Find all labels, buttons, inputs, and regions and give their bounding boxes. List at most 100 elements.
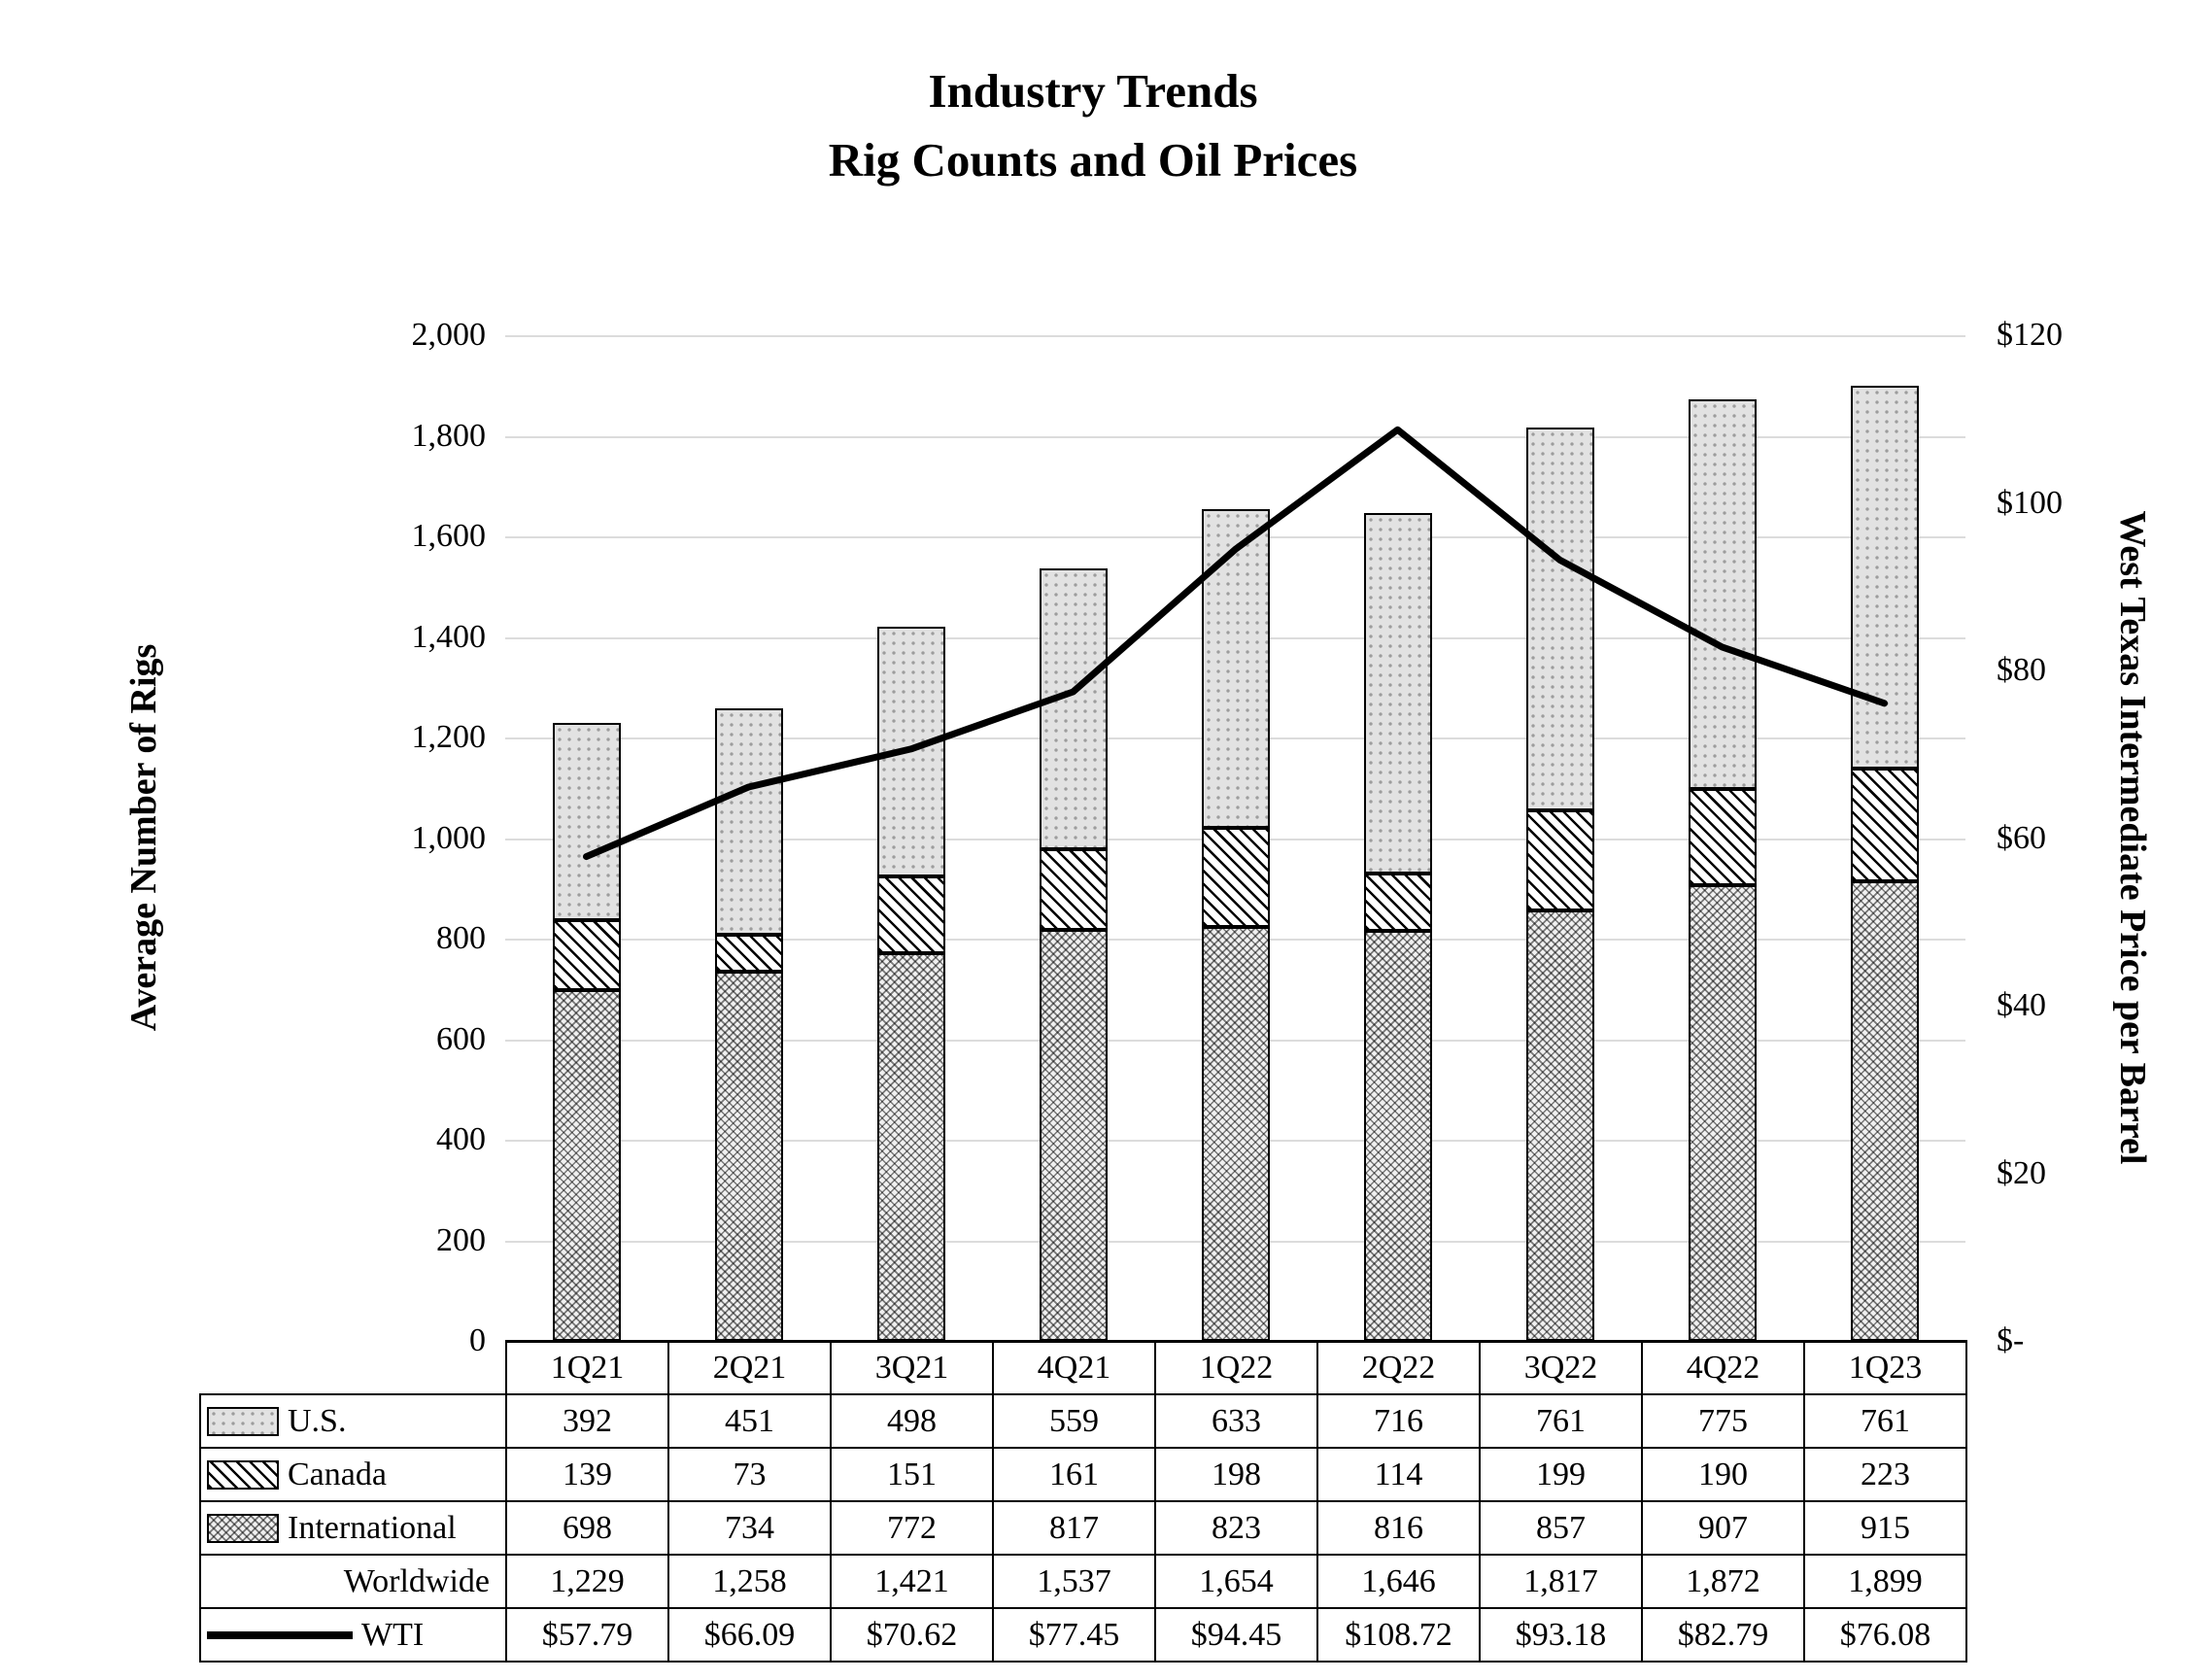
right-axis-tick-label: $60 [1997,819,2046,856]
table-value-canada: 190 [1641,1447,1805,1502]
table-value-wti: $70.62 [830,1607,994,1663]
table-value-wti: $66.09 [667,1607,832,1663]
bar-segment-canada [714,935,783,973]
bar-segment-international [876,952,945,1341]
category-label: 3Q21 [830,1340,994,1395]
category-label: 3Q22 [1479,1340,1643,1395]
table-value-worldwide: 1,872 [1641,1554,1805,1609]
stacked-bar-1Q21 [552,335,621,1341]
table-value-worldwide: 1,899 [1803,1554,1967,1609]
bar-segment-us [552,723,621,920]
table-value-canada: 223 [1803,1447,1967,1502]
table-value-us: 498 [830,1393,994,1449]
category-label: 1Q22 [1154,1340,1318,1395]
category-label: 2Q21 [667,1340,832,1395]
gridline [505,335,1965,337]
legend-label: International [288,1509,457,1546]
category-label: 4Q22 [1641,1340,1805,1395]
table-value-us: 633 [1154,1393,1318,1449]
legend-label: Canada [288,1456,387,1492]
table-value-wti: $76.08 [1803,1607,1967,1663]
table-value-international: 857 [1479,1500,1643,1556]
left-axis-tick-label: 200 [436,1221,486,1258]
table-value-us: 559 [992,1393,1156,1449]
stacked-bar-3Q22 [1525,335,1594,1341]
chart-title: Industry Trends [928,64,1258,118]
table-value-wti: $77.45 [992,1607,1156,1663]
bar-segment-us [1039,567,1108,849]
table-value-us: 761 [1803,1393,1967,1449]
bar-segment-canada [876,876,945,953]
table-value-canada: 139 [505,1447,669,1502]
bar-segment-us [1363,513,1432,874]
table-value-international: 772 [830,1500,994,1556]
left-axis-tick-label: 800 [436,920,486,956]
left-axis-tick-label: 1,600 [411,518,487,554]
table-value-worldwide: 1,817 [1479,1554,1643,1609]
table-value-us: 716 [1316,1393,1481,1449]
table-value-worldwide: 1,646 [1316,1554,1481,1609]
legend-cell-canada: Canada [199,1447,507,1502]
data-table: 1Q21 2Q21 3Q21 4Q21 1Q22 2Q22 3Q22 4Q22 1Q23 U.S.… [199,1340,1967,1663]
chart-title-block: Industry Trends Rig Counts and Oil Price… [0,56,2186,194]
table-value-canada: 114 [1316,1447,1481,1502]
category-label: 2Q22 [1316,1340,1481,1395]
table-value-canada: 199 [1479,1447,1643,1502]
chart-subtitle: Rig Counts and Oil Prices [828,133,1358,188]
left-axis-tick-label: 1,800 [411,417,487,454]
right-axis-tick-label: $100 [1997,484,2063,521]
table-value-us: 761 [1479,1393,1643,1449]
legend-line-swatch-wti [207,1630,353,1639]
right-axis-tick-label: $120 [1997,317,2063,353]
left-axis-title: Average Number of Rigs [123,643,164,1032]
table-value-wti: $93.18 [1479,1607,1643,1663]
legend-swatch-canada [207,1459,279,1490]
bar-segment-us [876,626,945,877]
table-spacer-cell [200,1341,506,1394]
right-axis-tick-label: $40 [1997,987,2046,1023]
bar-segment-canada [1688,789,1757,885]
bar-segment-us [1525,427,1594,810]
bar-segment-international [1688,884,1757,1341]
table-value-international: 907 [1641,1500,1805,1556]
left-axis-tick-label: 2,000 [411,317,487,353]
legend-label: WTI [361,1616,425,1653]
bar-segment-international [1039,930,1108,1341]
stacked-bar-2Q21 [714,335,783,1341]
bar-segment-us [714,708,783,936]
stacked-bar-4Q22 [1688,335,1757,1341]
bar-segment-international [1363,930,1432,1341]
bar-segment-canada [1201,827,1270,928]
bar-segment-canada [1525,809,1594,910]
gridline [505,435,1965,438]
left-axis-tick-label: 400 [436,1121,486,1157]
bar-segment-canada [1850,769,1919,881]
left-axis-tick-label: 1,000 [411,819,487,856]
table-value-worldwide: 1,258 [667,1554,832,1609]
table-value-worldwide: 1,229 [505,1554,669,1609]
table-value-international: 734 [667,1500,832,1556]
row-label-worldwide: Worldwide [199,1554,507,1609]
bar-segment-international [1850,880,1919,1341]
bar-segment-canada [1363,873,1432,931]
table-value-wti: $94.45 [1154,1607,1318,1663]
table-value-worldwide: 1,421 [830,1554,994,1609]
bar-segment-international [714,972,783,1341]
bar-segment-international [1525,909,1594,1341]
stacked-bar-4Q21 [1039,335,1108,1341]
bar-segment-international [1201,927,1270,1341]
legend-cell-international: International [199,1500,507,1556]
left-axis-tick-label: 0 [469,1322,486,1358]
table-value-international: 823 [1154,1500,1318,1556]
legend-cell-us: U.S. [199,1393,507,1449]
legend-label: U.S. [288,1402,347,1439]
category-label: 1Q23 [1803,1340,1967,1395]
table-value-wti: $57.79 [505,1607,669,1663]
table-value-us: 775 [1641,1393,1805,1449]
category-label: 4Q21 [992,1340,1156,1395]
table-value-canada: 73 [667,1447,832,1502]
legend-cell-wti: WTI [199,1607,507,1663]
table-value-canada: 198 [1154,1447,1318,1502]
table-value-worldwide: 1,537 [992,1554,1156,1609]
